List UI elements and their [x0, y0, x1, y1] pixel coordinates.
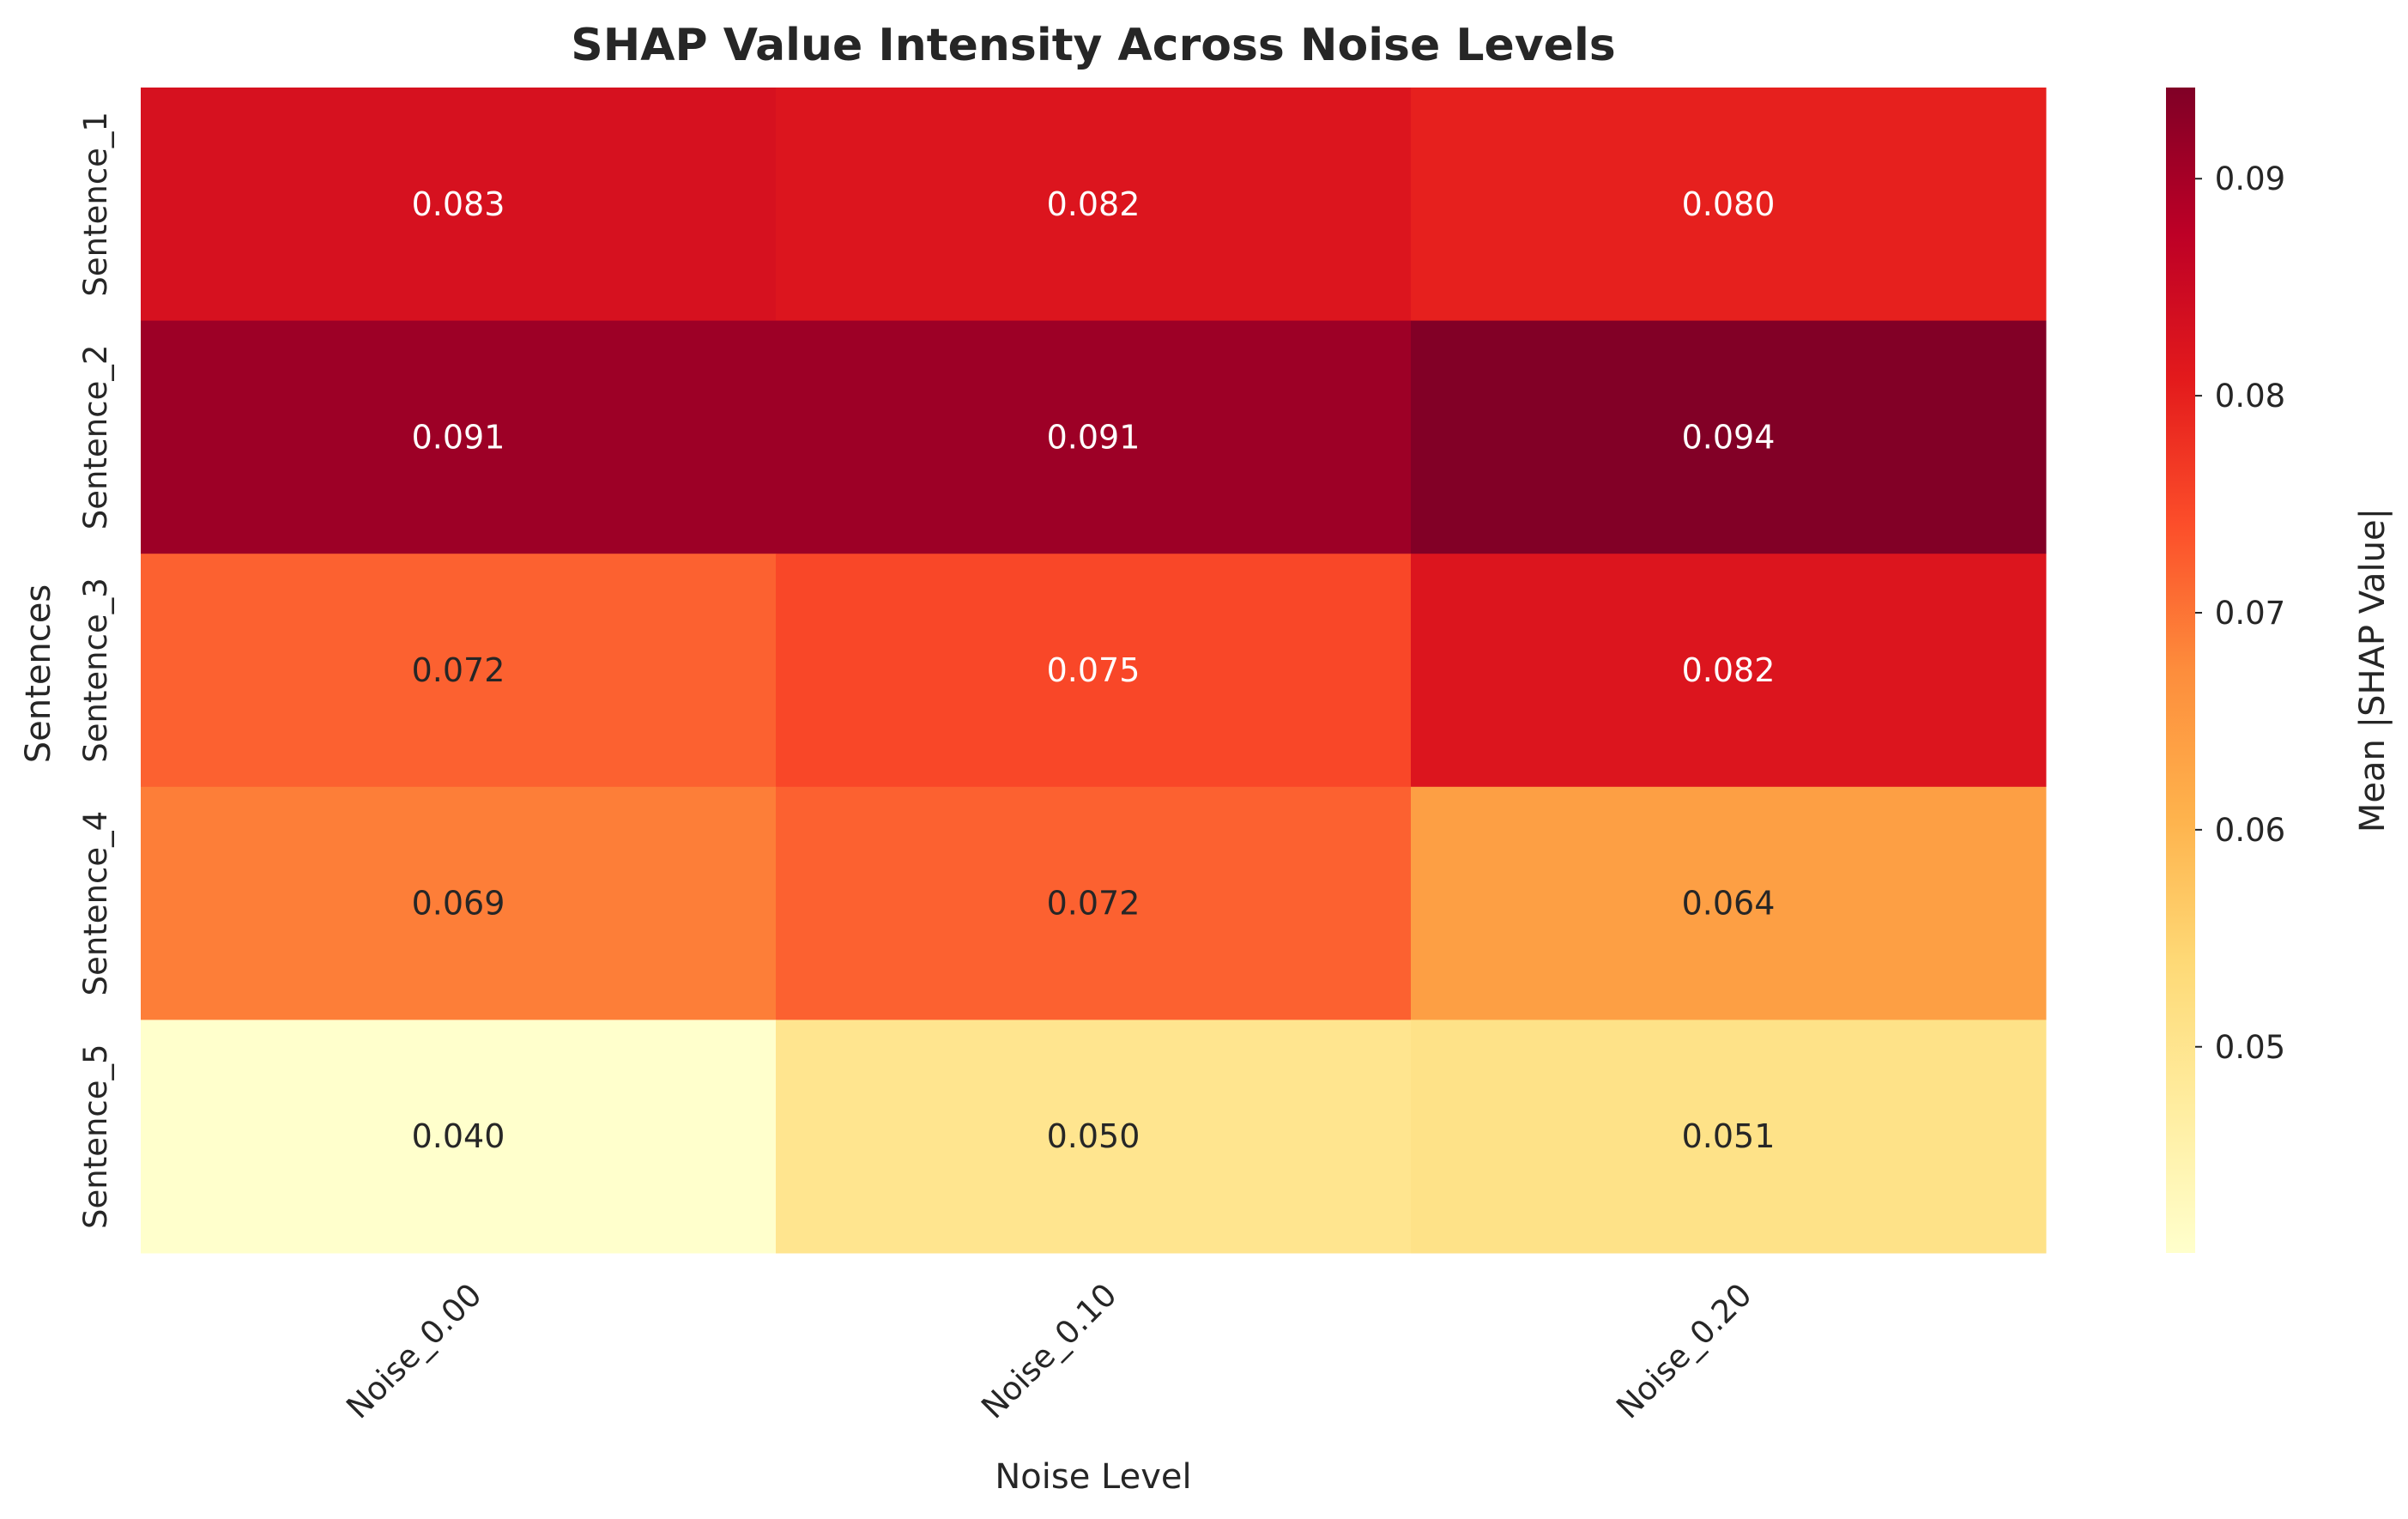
- colorbar-tick-label: 0.09: [2215, 160, 2285, 197]
- cell-value-label: 0.072: [412, 651, 505, 689]
- colorbar: [2166, 88, 2195, 1253]
- x-tick-label: Noise_0.10: [974, 1276, 1123, 1425]
- cell-value-label: 0.083: [412, 185, 505, 223]
- colorbar-tick-label: 0.06: [2215, 812, 2285, 849]
- cell-value-label: 0.050: [1047, 1117, 1140, 1155]
- colorbar-tick-label: 0.08: [2215, 378, 2285, 415]
- colorbar-label: Mean |SHAP Value|: [2353, 508, 2393, 832]
- cell-value-label: 0.064: [1682, 885, 1776, 923]
- heatmap-cell-labels: 0.083 0.082 0.080 0.091 0.091 0.094 0.072 0.075…: [412, 185, 1776, 1155]
- y-axis-label: Sentences: [19, 584, 58, 763]
- heatmap-cell: [776, 88, 1412, 322]
- heatmap-cell: [1411, 320, 2047, 554]
- heatmap-cell: [776, 1020, 1412, 1254]
- y-tick-labels: Sentence_1 Sentence_2 Sentence_3 Sentence_4…: [77, 112, 114, 1229]
- cell-value-label: 0.075: [1047, 651, 1140, 689]
- x-tick-labels: Noise_0.00 Noise_0.10 Noise_0.20: [339, 1276, 1758, 1425]
- heatmap-cell: [1411, 1020, 2047, 1254]
- cell-value-label: 0.082: [1047, 185, 1140, 223]
- cell-value-label: 0.091: [412, 418, 505, 456]
- y-tick-label: Sentence_2: [77, 345, 114, 530]
- cell-value-label: 0.082: [1682, 651, 1776, 689]
- colorbar-tick-label: 0.07: [2215, 595, 2285, 632]
- heatmap-cell: [141, 554, 777, 788]
- y-tick-label: Sentence_3: [77, 578, 114, 763]
- x-axis-label: Noise Level: [995, 1457, 1191, 1497]
- colorbar-tick-labels: 0.05 0.06 0.07 0.08 0.09: [2195, 160, 2285, 1066]
- cell-value-label: 0.080: [1682, 185, 1776, 223]
- heatmap-cell: [1411, 554, 2047, 788]
- heatmap-cell: [141, 88, 777, 322]
- heatmap-cell: [141, 320, 777, 554]
- x-tick-label: Noise_0.00: [339, 1276, 488, 1425]
- y-tick-label: Sentence_4: [77, 811, 114, 996]
- heatmap-cell: [776, 320, 1412, 554]
- x-tick-label: Noise_0.20: [1609, 1276, 1758, 1425]
- y-tick-label: Sentence_5: [77, 1044, 114, 1229]
- cell-value-label: 0.072: [1047, 885, 1140, 923]
- heatmap-cell: [141, 1020, 777, 1254]
- cell-value-label: 0.051: [1682, 1117, 1776, 1155]
- colorbar-tick-label: 0.05: [2215, 1029, 2285, 1066]
- cell-value-label: 0.069: [412, 885, 505, 923]
- cell-value-label: 0.091: [1047, 418, 1140, 456]
- heatmap-cell: [1411, 786, 2047, 1020]
- cell-value-label: 0.040: [412, 1117, 505, 1155]
- heatmap-cell: [776, 786, 1412, 1020]
- heatmap-cell: [141, 786, 777, 1020]
- chart-title: SHAP Value Intensity Across Noise Levels: [571, 20, 1615, 71]
- cell-value-label: 0.094: [1682, 418, 1776, 456]
- heatmap-cell: [776, 554, 1412, 788]
- heatmap-cells: [141, 88, 2047, 1254]
- y-tick-label: Sentence_1: [77, 112, 114, 297]
- heatmap-cell: [1411, 88, 2047, 322]
